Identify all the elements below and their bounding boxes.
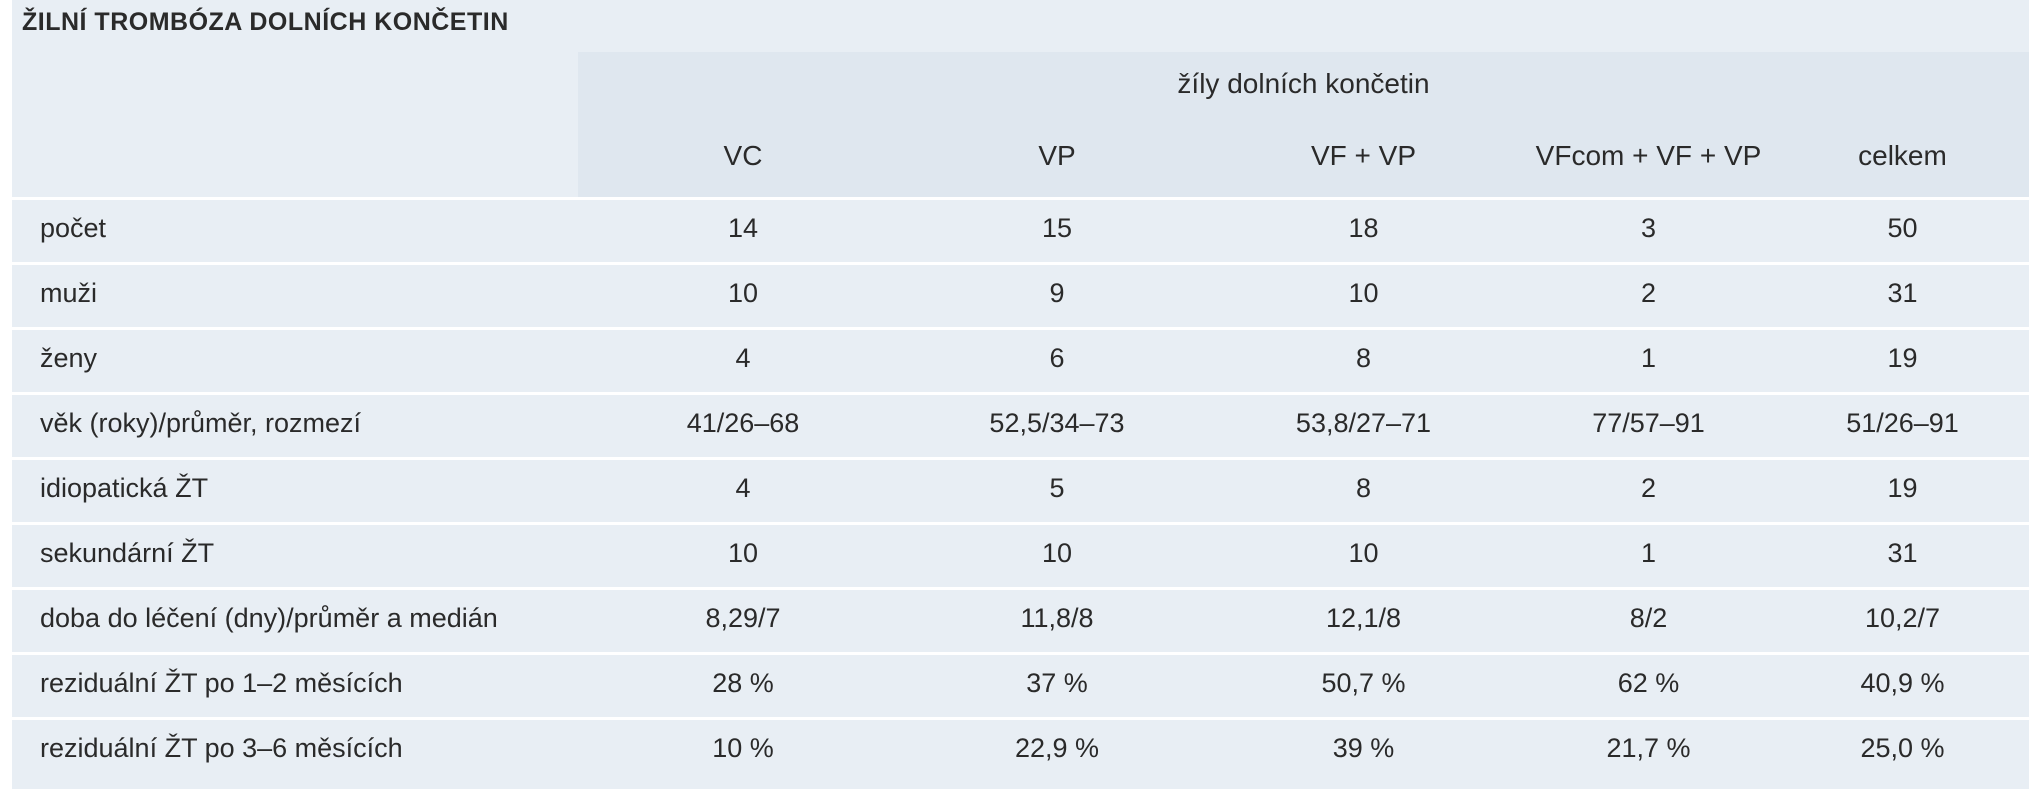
column-header-vfcom-vf-vp: VFcom + VF + VP xyxy=(1535,140,1762,171)
table-cell: 2 xyxy=(1640,278,1657,308)
row-label: idiopatická ŽT xyxy=(40,473,209,503)
table-row: doba do léčení (dny)/průměr a medián 8,2… xyxy=(12,587,2029,650)
table-cell: 3 xyxy=(1640,213,1657,243)
table-row: muži 10 9 10 2 31 xyxy=(12,262,2029,325)
column-header-vp: VP xyxy=(1038,140,1076,171)
table-cell: 22,9 % xyxy=(1014,733,1100,763)
table-cell: 50 xyxy=(1887,213,1918,243)
table-cell: 19 xyxy=(1887,343,1918,373)
table-cell: 6 xyxy=(1049,343,1065,373)
table-cell: 21,7 % xyxy=(1606,733,1691,763)
table-cell: 8 xyxy=(1355,473,1372,503)
table-cell: 8/2 xyxy=(1629,603,1668,633)
row-label: sekundární ŽT xyxy=(40,538,215,568)
table-cell: 31 xyxy=(1887,278,1918,308)
table-cell: 77/57–91 xyxy=(1592,408,1705,438)
table-cell: 10 xyxy=(1041,538,1073,568)
row-label: muži xyxy=(40,278,98,308)
table-cell: 11,8/8 xyxy=(1020,603,1094,633)
table-cell: 10,2/7 xyxy=(1864,603,1941,633)
table-cell: 1 xyxy=(1640,343,1657,373)
table-cell: 10 xyxy=(727,538,759,568)
table-row: sekundární ŽT 10 10 10 1 31 xyxy=(12,522,2029,585)
table-cell: 10 xyxy=(1348,538,1379,568)
header-group-cell xyxy=(578,52,2029,197)
table-row: reziduální ŽT po 3–6 měsících 10 % 22,9 … xyxy=(12,717,2029,780)
table-cell: 40,9 % xyxy=(1860,668,1945,698)
row-label: ženy xyxy=(40,343,98,373)
table-cell: 10 xyxy=(1348,278,1379,308)
table-cell: 53,8/27–71 xyxy=(1295,408,1432,438)
table-cell: 25,0 % xyxy=(1860,733,1945,763)
table-row: ženy 4 6 8 1 19 xyxy=(12,327,2029,390)
column-header-vc: VC xyxy=(723,140,763,171)
table-cell: 28 % xyxy=(712,668,774,698)
table-cell: 5 xyxy=(1049,473,1065,503)
table-cell: 8,29/7 xyxy=(705,603,781,633)
row-label: reziduální ŽT po 3–6 měsících xyxy=(40,733,403,763)
table-cell: 10 % xyxy=(712,733,774,763)
table-cell: 15 xyxy=(1041,213,1073,243)
table-cell: 8 xyxy=(1355,343,1372,373)
table-panel: ŽILNÍ TROMBÓZA DOLNÍCH KONČETIN žíly dol… xyxy=(12,0,2029,789)
table-cell: 14 xyxy=(727,213,759,243)
table-cell: 19 xyxy=(1887,473,1918,503)
table-cell: 52,5/34–73 xyxy=(989,408,1125,438)
table-cell: 39 % xyxy=(1332,733,1395,763)
table-title: ŽILNÍ TROMBÓZA DOLNÍCH KONČETIN xyxy=(22,8,509,36)
table-cell: 1 xyxy=(1640,538,1657,568)
table-row: idiopatická ŽT 4 5 8 2 19 xyxy=(12,457,2029,520)
table-cell: 4 xyxy=(735,473,751,503)
row-label: věk (roky)/průměr, rozmezí xyxy=(40,408,362,438)
row-label: reziduální ŽT po 1–2 měsících xyxy=(40,668,403,698)
table-cell: 41/26–68 xyxy=(686,408,800,438)
group-header: žíly dolních končetin xyxy=(1177,68,1430,99)
row-label: doba do léčení (dny)/průměr a medián xyxy=(40,603,498,633)
table-cell: 51/26–91 xyxy=(1846,408,1959,438)
column-header-vf-vp: VF + VP xyxy=(1310,140,1417,171)
table-cell: 37 % xyxy=(1026,668,1088,698)
row-label: počet xyxy=(40,213,107,243)
column-header-total: celkem xyxy=(1858,140,1947,171)
table-row: reziduální ŽT po 1–2 měsících 28 % 37 % … xyxy=(12,652,2029,715)
table-cell: 12,1/8 xyxy=(1325,603,1402,633)
table-cell: 10 xyxy=(727,278,759,308)
table-cell: 9 xyxy=(1049,278,1065,308)
header-blank-cell xyxy=(12,52,574,197)
table-cell: 18 xyxy=(1348,213,1379,243)
table-cell: 4 xyxy=(735,343,751,373)
table-cell: 62 % xyxy=(1617,668,1680,698)
table-cell: 31 xyxy=(1887,538,1918,568)
table-cell: 50,7 % xyxy=(1321,668,1406,698)
table-row: počet 14 15 18 3 50 xyxy=(12,197,2029,260)
table-cell: 2 xyxy=(1640,473,1657,503)
table-row: věk (roky)/průměr, rozmezí 41/26–68 52,5… xyxy=(12,392,2029,455)
